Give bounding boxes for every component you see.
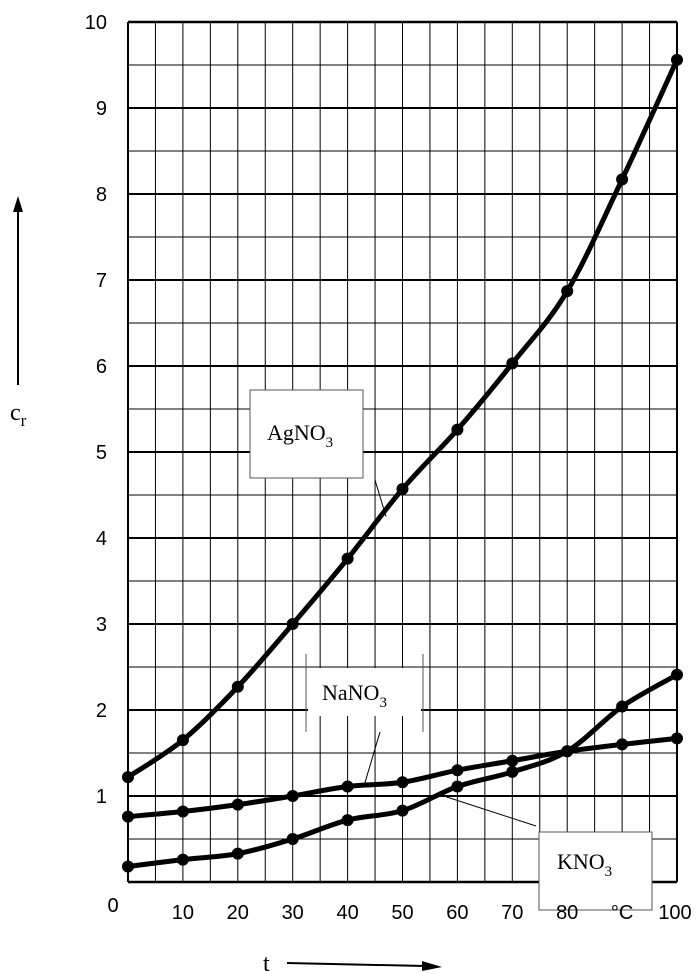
x-tick-label: 10 (172, 902, 194, 924)
data-point-agno3 (616, 173, 629, 186)
y-tick-label: 7 (96, 270, 107, 292)
series-labels: AgNO3 NaNO3 KNO3 (249, 389, 653, 911)
data-point-nano3 (451, 764, 464, 777)
data-point-kno3 (122, 860, 134, 873)
x-tick-label: 70 (501, 902, 523, 924)
data-point-kno3 (506, 765, 519, 778)
data-point-nano3 (506, 754, 519, 767)
series-line-agno3 (126, 58, 680, 780)
y-tick-label: 6 (96, 356, 107, 378)
data-point-nano3 (671, 732, 683, 745)
grid (127, 20, 678, 884)
y-tick-label: 3 (96, 614, 107, 636)
data-point-agno3 (561, 285, 574, 298)
label-box (249, 389, 364, 479)
x-tick-label: 40 (336, 902, 358, 924)
leader-line-agno3 (374, 479, 387, 517)
leader-line-nano3 (363, 731, 381, 786)
y-tick-label: 2 (96, 700, 107, 722)
axis-titles: cr t (10, 196, 442, 974)
data-point-nano3 (616, 738, 629, 751)
data-point-kno3 (286, 833, 299, 845)
data-point-kno3 (451, 780, 464, 793)
y-tick-label: 10 (85, 12, 107, 34)
data-point-kno3 (396, 804, 409, 817)
y-tick-label: 5 (96, 442, 107, 464)
data-point-kno3 (341, 814, 354, 827)
data-point-agno3 (451, 423, 464, 436)
data-point-kno3 (231, 847, 244, 860)
y-axis-title: cr (10, 400, 27, 430)
data-point-nano3 (341, 780, 354, 793)
series-label-kno3: KNO3 (557, 849, 612, 880)
x-tick-label: 100 (658, 902, 691, 924)
data-point-agno3 (396, 482, 409, 495)
series-label-agno3: AgNO3 (267, 420, 333, 451)
data-point-agno3 (286, 618, 299, 630)
series-label-nano3: NaNO3 (322, 680, 387, 711)
x-axis-arrow-head-icon (422, 961, 442, 971)
y-axis-arrow-head-icon (13, 196, 23, 212)
data-point-kno3 (176, 853, 189, 866)
label-box (538, 831, 653, 911)
x-tick-label: 30 (282, 902, 304, 924)
leader-line-kno3 (446, 796, 537, 827)
data-point-agno3 (341, 552, 354, 565)
y-tick-label: 9 (96, 98, 107, 120)
data-point-agno3 (671, 53, 683, 66)
x-tick-label: 50 (391, 902, 413, 924)
x-tick-label: 80 (556, 902, 578, 924)
x-tick-label: 60 (446, 902, 468, 924)
data-point-agno3 (176, 734, 189, 747)
data-point-agno3 (231, 680, 244, 693)
data-point-kno3 (671, 668, 683, 681)
y-tick-label: 1 (96, 786, 107, 808)
y-tick-label: 4 (96, 528, 107, 550)
data-point-nano3 (122, 810, 134, 823)
data-point-nano3 (231, 798, 244, 811)
data-point-agno3 (506, 357, 519, 370)
data-point-nano3 (176, 805, 189, 818)
x-tick-label: 0 (107, 895, 118, 917)
x-axis-title: t (263, 951, 270, 974)
label-box (308, 668, 421, 716)
label-leader-lines (363, 479, 537, 827)
data-point-kno3 (616, 700, 629, 713)
x-tick-label: 20 (227, 902, 249, 924)
x-tick-label: °C (611, 902, 633, 924)
data-point-agno3 (122, 771, 134, 784)
data-point-nano3 (286, 790, 299, 802)
series-lines (122, 53, 683, 873)
data-point-nano3 (396, 776, 409, 789)
y-tick-label: 8 (96, 184, 107, 206)
data-point-kno3 (561, 745, 574, 758)
x-axis-arrow-line (286, 962, 426, 967)
